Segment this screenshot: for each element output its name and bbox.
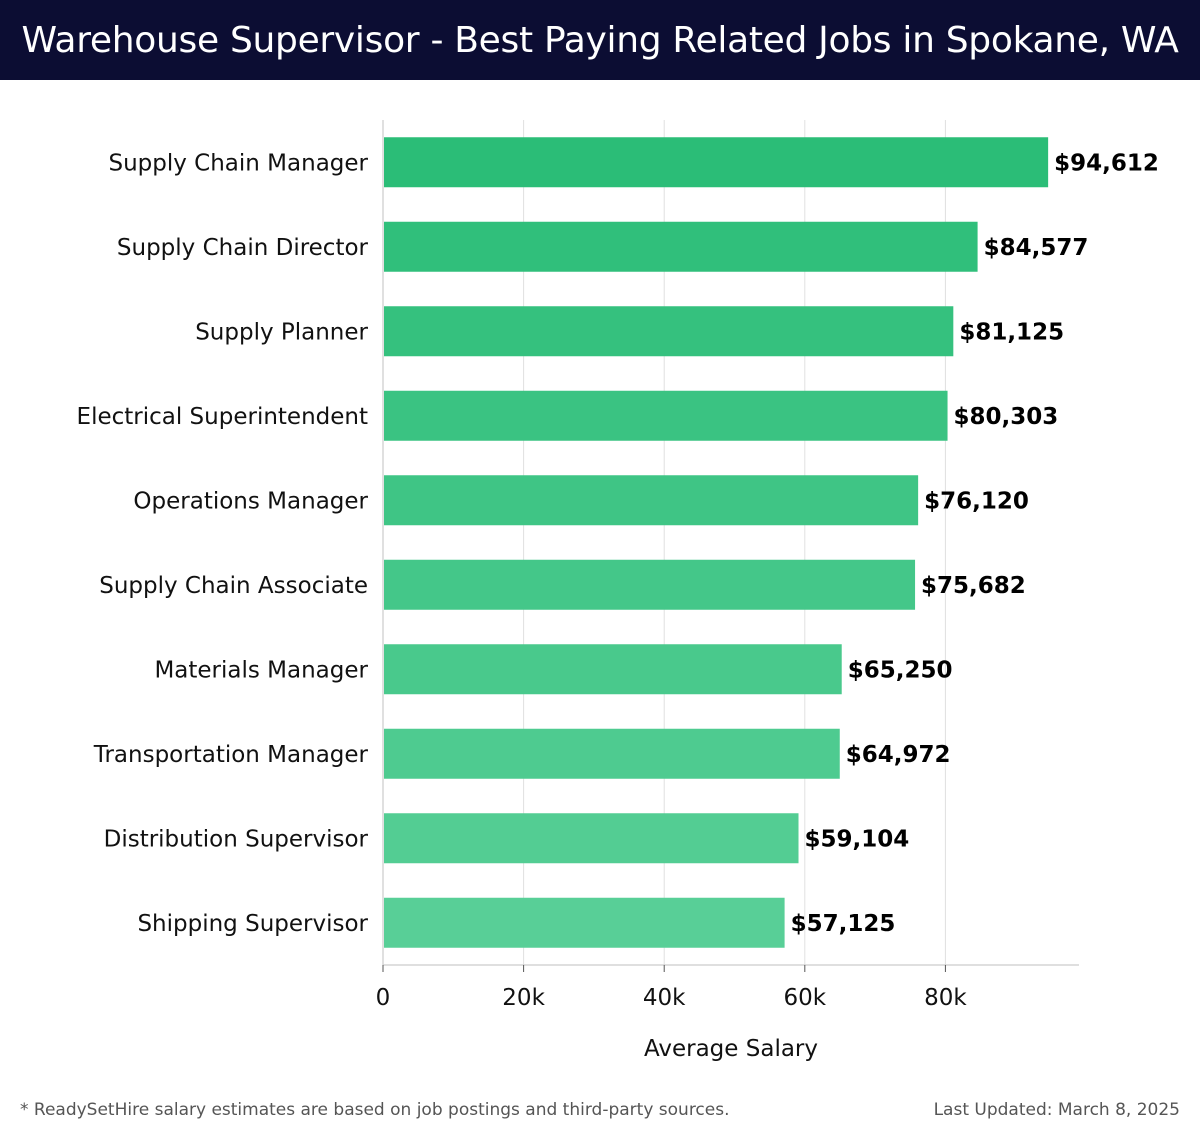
header-bar: Warehouse Supervisor - Best Paying Relat…	[0, 0, 1200, 80]
x-tick-label: 20k	[502, 985, 545, 1011]
category-label: Operations Manager	[133, 488, 368, 514]
category-label: Supply Chain Associate	[99, 573, 368, 599]
value-label: $94,612	[1054, 150, 1159, 176]
category-label: Electrical Superintendent	[77, 404, 368, 430]
bar-electrical-superintendent	[384, 390, 948, 441]
category-label: Transportation Manager	[93, 742, 369, 768]
last-updated: Last Updated: March 8, 2025	[933, 1100, 1180, 1120]
bar-distribution-supervisor	[384, 813, 799, 864]
x-tick-label: 80k	[924, 985, 967, 1011]
category-label: Supply Chain Director	[117, 235, 369, 261]
footer-disclaimer: * ReadySetHire salary estimates are base…	[20, 1100, 730, 1120]
page-title: Warehouse Supervisor - Best Paying Relat…	[21, 19, 1179, 61]
bar-supply-chain-associate	[384, 559, 916, 610]
x-tick-label: 40k	[643, 985, 686, 1011]
value-label: $84,577	[984, 235, 1089, 261]
bar-operations-manager	[384, 475, 919, 526]
value-label: $81,125	[959, 319, 1064, 345]
value-label: $80,303	[954, 404, 1059, 430]
salary-bar-chart: Supply Chain Manager $94,612 Supply Chain …	[77, 120, 1159, 1062]
value-label: $59,104	[805, 826, 910, 852]
value-label: $64,972	[846, 742, 951, 768]
x-axis-title: Average Salary	[644, 1036, 818, 1062]
category-label: Supply Planner	[195, 319, 368, 345]
x-tick-label: 0	[376, 985, 391, 1011]
category-label: Materials Manager	[154, 657, 368, 683]
value-label: $76,120	[924, 488, 1029, 514]
category-label: Shipping Supervisor	[137, 911, 368, 937]
category-label: Supply Chain Manager	[108, 150, 368, 176]
value-label: $75,682	[921, 573, 1026, 599]
value-label: $65,250	[848, 657, 953, 683]
bar-materials-manager	[384, 644, 842, 695]
bar-shipping-supervisor	[384, 897, 785, 948]
bar-supply-planner	[384, 306, 954, 357]
category-label: Distribution Supervisor	[104, 826, 369, 852]
bar-transportation-manager	[384, 728, 840, 779]
value-label: $57,125	[791, 911, 896, 937]
bar-supply-chain-manager	[384, 137, 1049, 188]
bar-supply-chain-director	[384, 221, 978, 272]
x-tick-label: 60k	[784, 985, 827, 1011]
